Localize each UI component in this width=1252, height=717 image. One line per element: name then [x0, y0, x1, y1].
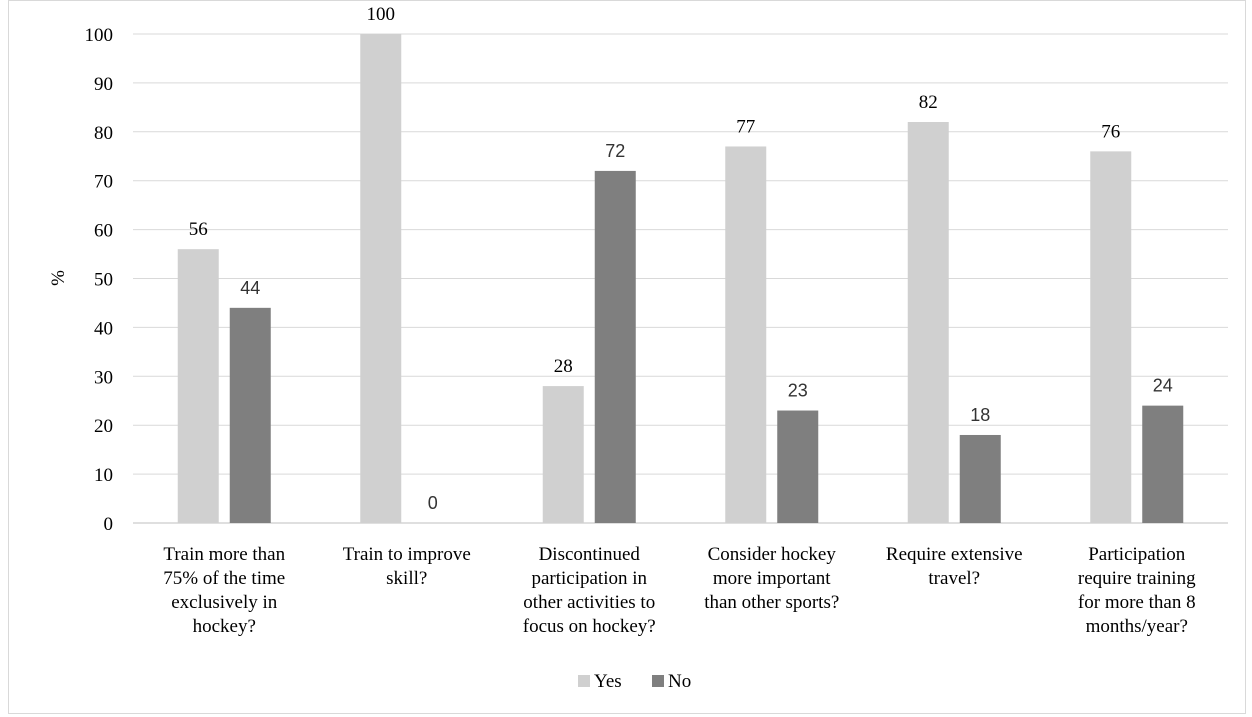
legend-swatch-no: [652, 675, 664, 687]
bar-yes-1: [360, 34, 402, 523]
data-label-yes-2: 28: [554, 356, 573, 377]
category-label-line: focus on hockey?: [523, 616, 656, 637]
category-label-line: 75% of the time: [163, 568, 285, 589]
y-axis-label: %: [48, 270, 69, 286]
category-label: Participation require training for more th…: [1078, 544, 1196, 637]
y-tick-label: 40: [94, 318, 113, 339]
bar-no-5: [1142, 405, 1184, 523]
bar-yes-5: [1090, 151, 1132, 524]
category-label-line: exclusively in: [171, 592, 278, 613]
legend-label-yes: Yes: [594, 671, 622, 692]
data-label-no-3: 23: [788, 381, 808, 401]
y-tick-label: 90: [94, 74, 113, 95]
category-label-line: for more than 8: [1078, 592, 1196, 613]
bar-yes-2: [542, 386, 584, 523]
category-label: Consider hockey more important than other …: [704, 544, 839, 613]
data-label-yes-1: 100: [367, 4, 396, 25]
data-label-yes-0: 56: [189, 219, 208, 240]
category-label-line: hockey?: [193, 616, 256, 637]
category-label-line: require training: [1078, 568, 1196, 589]
category-label-line: Require extensive: [886, 544, 1023, 565]
category-label: Require extensive travel?: [886, 544, 1023, 589]
category-label-line: more important: [713, 568, 831, 589]
category-label-line: Participation: [1088, 544, 1186, 565]
category-label-line: skill?: [386, 568, 427, 589]
bar-yes-0: [177, 249, 219, 523]
bar-yes-4: [907, 122, 949, 524]
legend-label-no: No: [668, 671, 691, 692]
bar-no-4: [959, 434, 1001, 523]
y-tick-label: 100: [85, 25, 114, 46]
y-tick-label: 20: [94, 416, 113, 437]
bar-no-2: [594, 170, 636, 524]
y-tick-label: 80: [94, 123, 113, 144]
category-label-line: participation in: [531, 568, 647, 589]
category-label-line: months/year?: [1086, 616, 1188, 637]
data-label-no-1: 0: [428, 493, 438, 513]
category-label-line: Train to improve: [343, 544, 471, 565]
data-label-no-0: 44: [240, 278, 260, 298]
y-tick-label: 50: [94, 270, 113, 291]
legend-swatch-yes: [578, 675, 590, 687]
category-label-line: Train more than: [163, 544, 285, 565]
data-label-yes-5: 76: [1101, 121, 1120, 142]
bar-no-0: [229, 307, 271, 523]
y-tick-label: 0: [104, 514, 114, 535]
category-label-line: Discontinued: [539, 544, 641, 565]
data-label-no-5: 24: [1153, 376, 1173, 396]
data-label-no-2: 72: [605, 141, 625, 161]
category-label-line: Consider hockey: [708, 544, 837, 565]
y-tick-label: 70: [94, 172, 113, 193]
y-tick-label: 10: [94, 465, 113, 486]
category-label-line: travel?: [928, 568, 980, 589]
y-tick-label: 30: [94, 367, 113, 388]
data-label-yes-4: 82: [919, 92, 938, 113]
data-label-no-4: 18: [970, 405, 990, 425]
bar-yes-3: [725, 146, 767, 523]
data-label-yes-3: 77: [736, 116, 755, 137]
category-label: Discontinued participation in other activi…: [523, 544, 656, 637]
category-label-line: than other sports?: [704, 592, 839, 613]
category-label: Train to improve skill?: [343, 544, 471, 589]
category-label: Train more than 75% of the time exclusivel…: [163, 544, 285, 637]
y-tick-label: 60: [94, 221, 113, 242]
bar-no-3: [777, 410, 819, 523]
category-label-line: other activities to: [523, 592, 655, 613]
